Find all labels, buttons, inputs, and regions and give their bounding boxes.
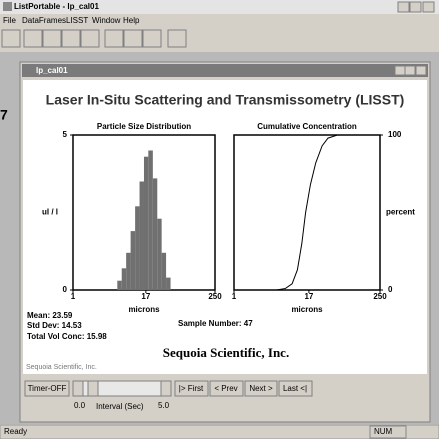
slider-right[interactable] — [160, 380, 172, 397]
next-button[interactable] — [244, 380, 278, 397]
menu-item[interactable]: Window — [92, 16, 121, 25]
timer-button[interactable] — [24, 380, 70, 397]
x-tick-label: 1 — [71, 292, 76, 301]
first-label: |> First — [179, 384, 204, 393]
tool-button[interactable] — [1, 29, 21, 48]
y-tick-label: 0 — [63, 285, 68, 294]
bar — [161, 252, 167, 290]
last-button[interactable] — [278, 380, 313, 397]
tool-button[interactable] — [61, 29, 81, 48]
bar — [126, 252, 131, 290]
bar — [121, 268, 127, 290]
status-bar — [0, 424, 439, 439]
slider-max: 5.0 — [158, 401, 170, 410]
prev-button[interactable] — [209, 380, 244, 397]
menu-item[interactable]: File — [3, 16, 16, 25]
x-tick-label: 250 — [373, 292, 387, 301]
company: Sequoia Scientific, Inc. — [163, 345, 289, 360]
toolbar — [1, 29, 187, 48]
bar — [139, 181, 144, 290]
header: Laser In-Situ Scattering and Transmissom… — [46, 92, 405, 108]
timer-label: Timer-OFF — [28, 384, 67, 393]
y-tick-label: 5 — [63, 130, 68, 139]
status-text: Ready — [4, 427, 27, 436]
tool-button[interactable] — [42, 29, 62, 48]
tool-button[interactable] — [142, 29, 162, 48]
slider-caption: Interval (Sec) — [96, 402, 144, 411]
maximize[interactable] — [409, 1, 422, 13]
bar — [143, 156, 149, 290]
charts: Particle Size Distribution 0 5 ul / l 1 17 250… — [42, 122, 415, 314]
maximize[interactable] — [404, 65, 416, 76]
line — [234, 134, 380, 291]
menu-bar: File DataFrames LISST Window Help — [3, 16, 140, 25]
x-tick-label: 17 — [304, 292, 313, 301]
next-label: Next > — [249, 384, 273, 393]
status-num: NUM — [374, 427, 393, 436]
stat: Mean: 23.59 — [27, 311, 73, 320]
app-icon — [3, 2, 12, 11]
x-axis-label: microns — [291, 305, 323, 314]
inner-title: lp_cal01 — [36, 66, 68, 75]
title-bar — [0, 0, 439, 14]
menu-item[interactable]: DataFrames — [22, 16, 66, 25]
close[interactable] — [422, 1, 435, 13]
x-axis-label: microns — [128, 305, 160, 314]
close[interactable] — [415, 65, 427, 76]
menu-item[interactable]: LISST — [66, 16, 88, 25]
prev-label: < Prev — [214, 384, 237, 393]
chart-title: Particle Size Distribution — [97, 122, 191, 131]
plot-frame — [233, 134, 381, 291]
bar — [117, 280, 122, 290]
stray-text: 7 — [0, 107, 8, 123]
inner-title-bar — [22, 64, 428, 77]
tool-button[interactable] — [123, 29, 143, 48]
slider-left[interactable] — [72, 380, 84, 397]
tool-button[interactable] — [23, 29, 43, 48]
minimize[interactable] — [394, 65, 406, 76]
status-pane — [369, 425, 407, 439]
bar — [135, 206, 140, 290]
bar — [157, 218, 162, 290]
slider-thumb[interactable] — [87, 380, 99, 397]
menu-item[interactable]: Help — [123, 16, 140, 25]
chart-title: Cumulative Concentration — [257, 122, 357, 131]
first-button[interactable] — [174, 380, 209, 397]
sample-number: Sample Number: 47 — [178, 319, 253, 328]
tool-button[interactable] — [167, 29, 187, 48]
slider-min: 0.0 — [74, 401, 86, 410]
stat: Std Dev: 14.53 — [27, 321, 82, 330]
x-tick-label: 1 — [232, 292, 237, 301]
bar — [148, 150, 153, 290]
x-tick-label: 17 — [141, 292, 150, 301]
window-title: ListPortable - lp_cal01 — [14, 2, 99, 11]
y-tick-label: 0 — [388, 285, 393, 294]
y-axis-label: ul / l — [42, 208, 58, 217]
bar — [130, 231, 136, 290]
y-axis-label: percent — [386, 208, 415, 217]
stat: Total Vol Conc: 15.98 — [27, 332, 107, 341]
x-tick-label: 250 — [208, 292, 222, 301]
bar — [152, 178, 158, 290]
tool-button[interactable] — [104, 29, 124, 48]
company-small: Sequoia Scientific, Inc. — [26, 364, 97, 371]
tool-button[interactable] — [80, 29, 100, 48]
last-label: Last <| — [283, 384, 307, 393]
y-tick-label: 100 — [388, 130, 402, 139]
bar — [166, 277, 171, 290]
minimize[interactable] — [397, 1, 410, 13]
